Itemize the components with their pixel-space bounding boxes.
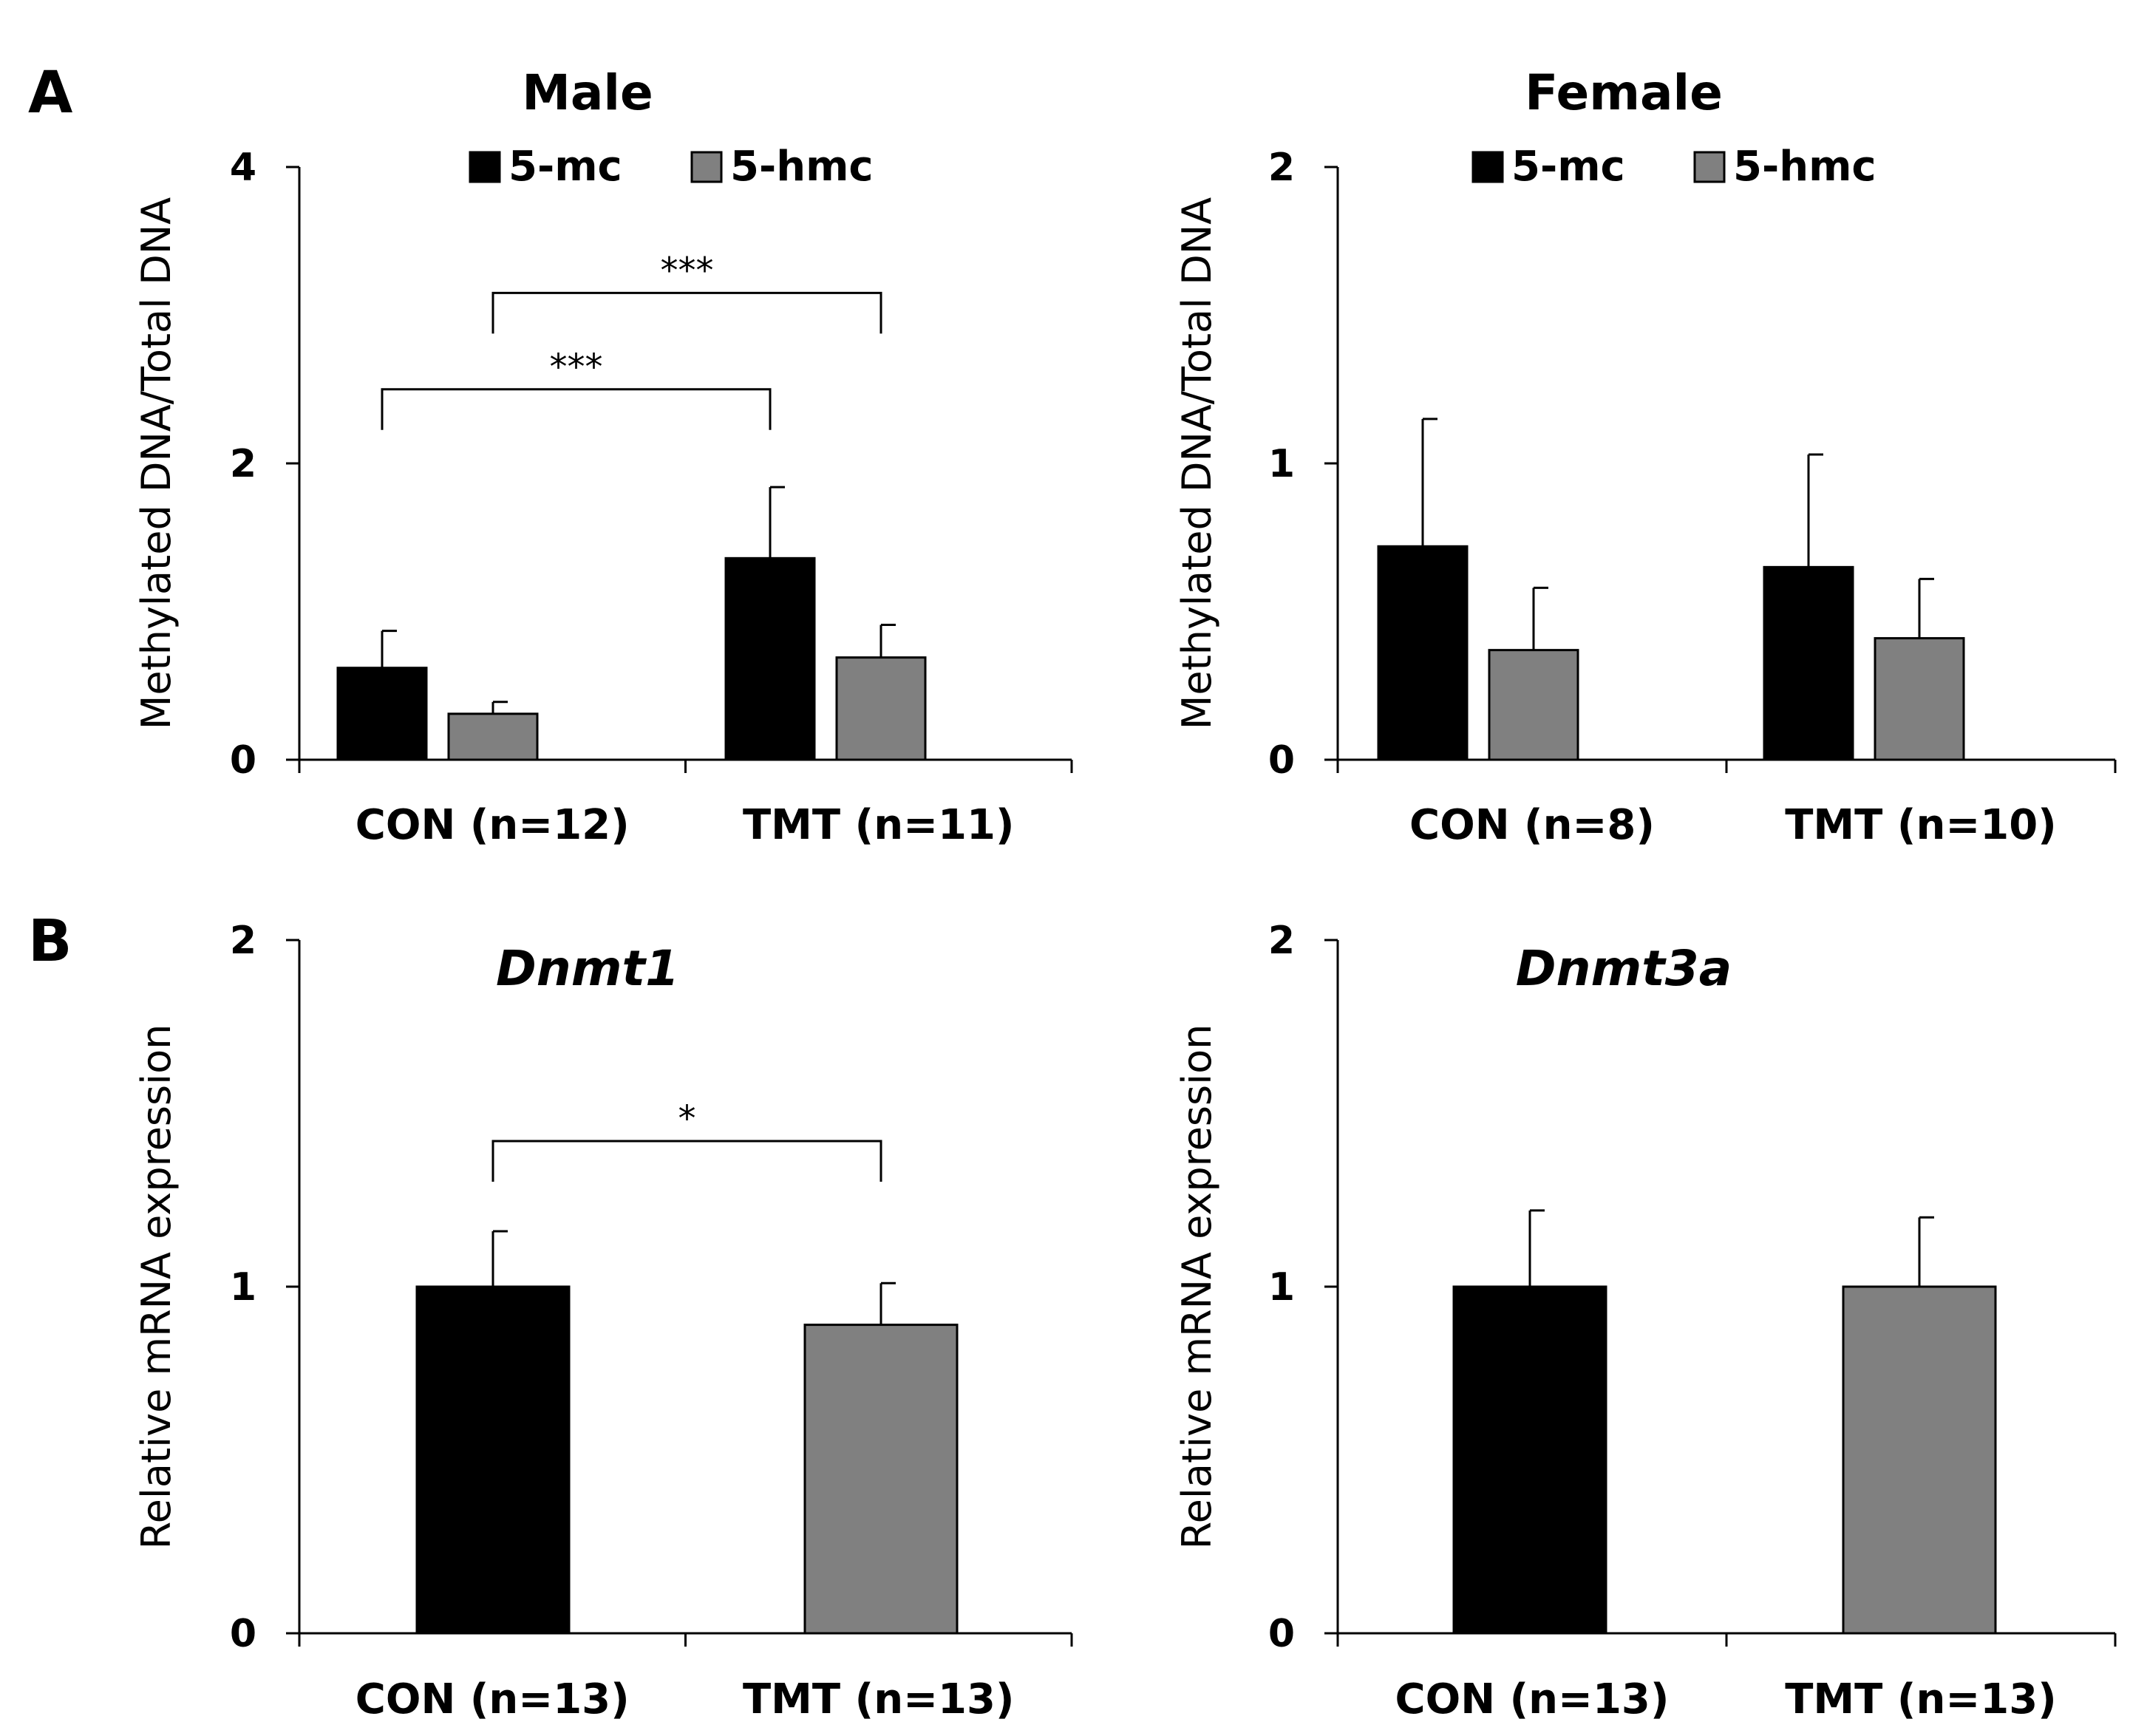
y-tick-label: 2 bbox=[1268, 146, 1295, 190]
y-axis-label: Relative mRNA expression bbox=[133, 1024, 180, 1550]
bar bbox=[1842, 1285, 1997, 1635]
x-category-label: CON (n=13) bbox=[1395, 1675, 1670, 1723]
significance-label: * bbox=[678, 1098, 696, 1140]
chart-title: Dnmt1 bbox=[496, 940, 679, 997]
y-tick-label: 1 bbox=[230, 1265, 256, 1310]
significance-label: *** bbox=[661, 250, 714, 291]
bar bbox=[724, 556, 816, 761]
legend-label: 5-hmc bbox=[730, 143, 874, 191]
x-category-label: TMT (n=13) bbox=[743, 1675, 1015, 1723]
y-axis-label: Methylated DNA/Total DNA bbox=[1174, 197, 1220, 729]
bar bbox=[1874, 637, 1965, 761]
chart-title: Dnmt3a bbox=[1516, 940, 1732, 997]
legend-swatch bbox=[469, 151, 501, 183]
legend-swatch bbox=[1693, 151, 1726, 183]
bar bbox=[1488, 649, 1579, 761]
x-category-label: TMT (n=10) bbox=[1785, 801, 2057, 849]
significance-label: *** bbox=[550, 347, 603, 388]
y-axis-label: Methylated DNA/Total DNA bbox=[133, 197, 180, 729]
x-category-label: CON (n=13) bbox=[355, 1675, 630, 1723]
chart-dnmt1: Dnmt1 0 1 2 CON (n=13) TMT (n=13) Relative mRN… bbox=[133, 919, 1073, 1723]
significance-bracket bbox=[491, 291, 882, 334]
panel-label-b: B bbox=[28, 908, 72, 975]
bar bbox=[803, 1324, 959, 1635]
y-tick-label: 0 bbox=[1268, 738, 1295, 783]
bar bbox=[1452, 1285, 1607, 1635]
chart-female: Female 0 1 2 CON (n=8) TMT (n=10) Methylated D… bbox=[1174, 64, 2117, 849]
y-tick-label: 2 bbox=[230, 442, 256, 486]
panel-label-a: A bbox=[28, 60, 72, 126]
x-category-label: TMT (n=13) bbox=[1785, 1675, 2057, 1723]
legend-swatch bbox=[690, 151, 723, 183]
y-tick-label: 0 bbox=[1268, 1612, 1295, 1656]
chart-male: Male 0 2 4 CON (n=12) TMT (n=11) Methylated DN… bbox=[133, 64, 1073, 849]
significance-bracket bbox=[381, 388, 772, 430]
y-tick-label: 2 bbox=[230, 919, 256, 963]
y-tick-label: 4 bbox=[230, 146, 256, 190]
bar bbox=[1763, 565, 1854, 761]
bar bbox=[1377, 545, 1469, 761]
legend-label: 5-mc bbox=[508, 143, 622, 191]
y-tick-label: 1 bbox=[1268, 1265, 1295, 1310]
bar bbox=[835, 656, 927, 761]
x-category-label: CON (n=8) bbox=[1409, 801, 1655, 849]
legend-swatch bbox=[1471, 151, 1504, 183]
y-tick-label: 2 bbox=[1268, 919, 1295, 963]
y-tick-label: 1 bbox=[1268, 442, 1295, 486]
chart-title: Female bbox=[1525, 64, 1723, 121]
legend-label: 5-hmc bbox=[1733, 143, 1876, 191]
bar bbox=[447, 712, 539, 761]
x-category-label: CON (n=12) bbox=[355, 801, 630, 849]
y-tick-label: 0 bbox=[230, 1612, 256, 1656]
legend-label: 5-mc bbox=[1511, 143, 1625, 191]
significance-bracket bbox=[491, 1140, 882, 1182]
bar bbox=[336, 667, 428, 761]
bar bbox=[415, 1285, 571, 1635]
chart-dnmt3a: Dnmt3a 0 1 2 CON (n=13) TMT (n=13) Relative mR… bbox=[1174, 919, 2117, 1723]
y-axis-label: Relative mRNA expression bbox=[1174, 1024, 1220, 1550]
chart-title: Male bbox=[522, 64, 653, 121]
y-tick-label: 0 bbox=[230, 738, 256, 783]
x-category-label: TMT (n=11) bbox=[743, 801, 1015, 849]
